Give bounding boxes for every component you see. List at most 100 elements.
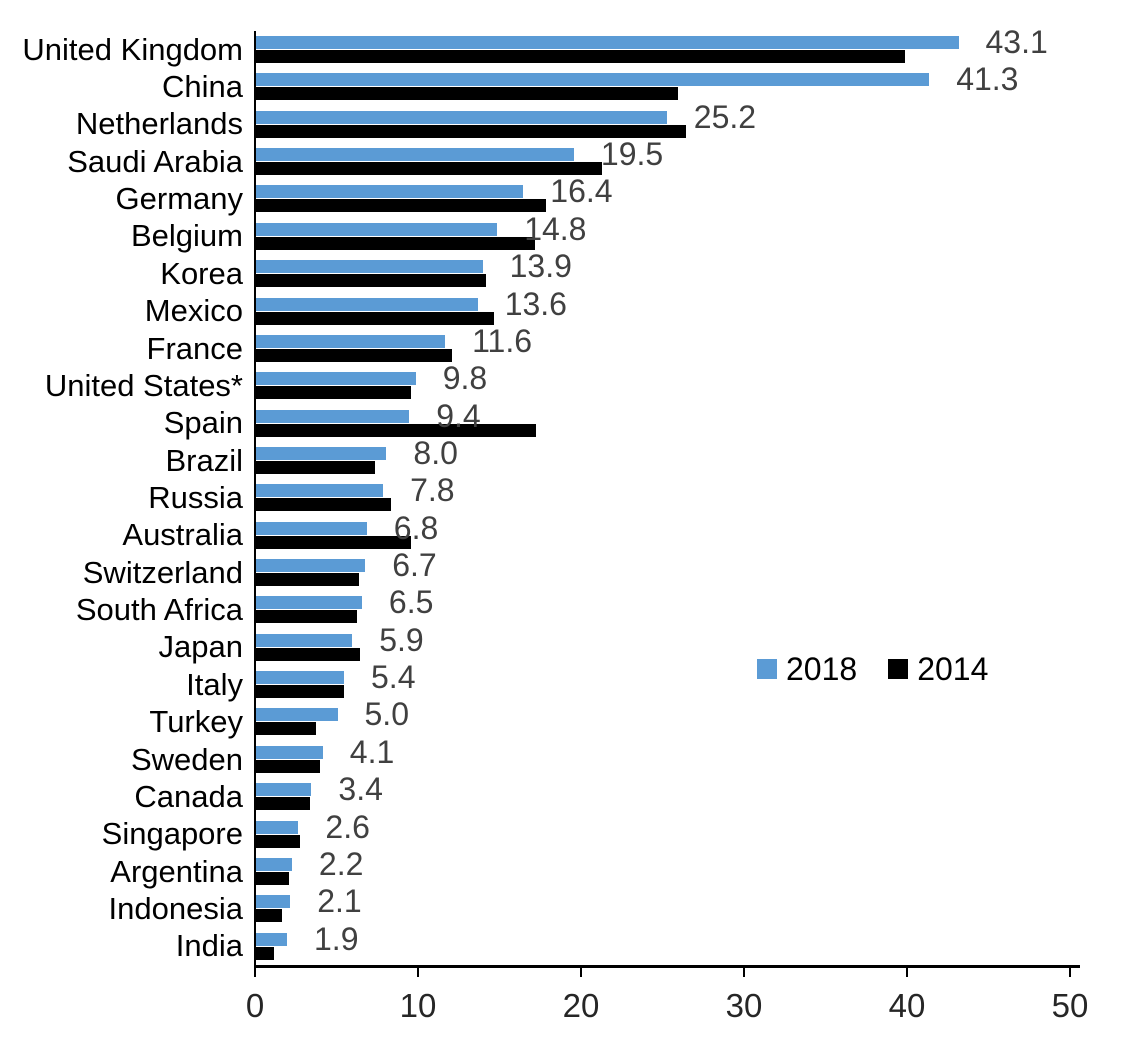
bar-2018 (256, 857, 292, 871)
chart-row: Brazil 8.0 (0, 436, 1123, 479)
x-tick-label: 10 (399, 987, 437, 1024)
category-label: Netherlands (75, 106, 243, 142)
bar-2018 (256, 745, 323, 759)
value-label: 4.1 (349, 733, 395, 770)
category-label: Mexico (144, 293, 243, 329)
legend: 2018 2014 (757, 651, 989, 687)
bar-2018 (256, 222, 498, 236)
plot-area: United Kingdom 43.1 China 41.3 Netherlands 25… (0, 26, 1123, 965)
bar-group: 5.4 (256, 661, 1123, 699)
chart-row: United Kingdom 43.1 (0, 26, 1123, 68)
chart-row: Belgium 14.8 (0, 212, 1123, 255)
legend-item-2018: 2018 (757, 651, 858, 687)
x-tick-label: 30 (725, 987, 763, 1024)
value-label: 5.0 (364, 696, 409, 733)
bar-2014 (256, 87, 679, 101)
bar-group: 9.8 (256, 362, 1123, 400)
bar-group: 6.5 (256, 586, 1123, 624)
value-label: 16.4 (550, 173, 613, 210)
value-label: 11.6 (472, 322, 532, 359)
bar-2018 (256, 820, 299, 834)
value-label: 6.5 (388, 584, 434, 621)
bar-2014 (256, 460, 375, 474)
chart-row: France 11.6 (0, 324, 1123, 367)
bar-group: 5.0 (256, 698, 1123, 736)
x-tick-mark (580, 968, 582, 977)
bar-group: 16.4 (256, 175, 1123, 213)
bar-2014 (256, 274, 486, 288)
chart-row: Indonesia 2.1 (0, 885, 1123, 927)
bar-2014 (256, 610, 358, 624)
bar-2014 (256, 573, 359, 587)
chart-row: Sweden 4.1 (0, 735, 1123, 778)
bar-group: 2.6 (256, 810, 1123, 848)
chart-row: Korea 13.9 (0, 250, 1123, 292)
y-axis-line (254, 31, 256, 965)
category-label: India (175, 928, 243, 964)
value-label: 19.5 (600, 136, 664, 173)
bar-2014 (256, 199, 547, 213)
category-label: Italy (186, 666, 243, 702)
bar-2018 (256, 73, 930, 87)
category-label: Argentina (110, 853, 243, 889)
chart-row: Russia 7.8 (0, 474, 1123, 516)
legend-item-2014: 2014 (888, 651, 989, 687)
category-label: Turkey (149, 704, 243, 740)
bar-2014 (256, 909, 283, 923)
bar-2014 (256, 647, 361, 661)
value-label: 7.8 (410, 472, 455, 509)
category-label: Russia (148, 479, 243, 515)
bar-2014 (256, 871, 289, 885)
chart-row: Argentina 2.2 (0, 847, 1123, 890)
bar-group: 41.3 (256, 63, 1123, 101)
legend-label: 2014 (917, 651, 989, 687)
chart-row: Australia 6.8 (0, 511, 1123, 554)
bar-2018 (256, 633, 353, 647)
x-tick-label: 20 (562, 987, 600, 1024)
bar-2014 (256, 348, 452, 362)
value-label: 5.4 (371, 659, 416, 696)
category-label: South Africa (75, 592, 243, 628)
category-label: United States* (44, 367, 243, 403)
value-label: 9.8 (442, 360, 488, 397)
bar-group: 1.9 (256, 922, 1123, 960)
category-label: Sweden (130, 741, 243, 777)
category-label: Brazil (165, 442, 243, 478)
value-label: 5.9 (379, 621, 424, 658)
legend-swatch-icon (757, 659, 777, 679)
bar-group: 9.4 (256, 399, 1123, 437)
x-tick-mark (254, 968, 256, 977)
bar-group: 2.2 (256, 847, 1123, 885)
bar-2014 (256, 535, 411, 549)
value-label: 6.8 (393, 509, 439, 546)
bar-group: 13.9 (256, 250, 1123, 288)
value-label: 6.7 (392, 547, 437, 584)
bar-2014 (256, 498, 392, 512)
bar-2018 (256, 559, 366, 573)
chart-row: Mexico 13.6 (0, 287, 1123, 330)
value-label: 13.9 (509, 248, 572, 285)
chart-row: Germany 16.4 (0, 175, 1123, 217)
category-label: Saudi Arabia (67, 143, 243, 179)
bar-group: 6.7 (256, 549, 1123, 587)
category-label: Canada (134, 778, 243, 814)
legend-label: 2018 (786, 651, 858, 687)
category-label: Switzerland (82, 554, 243, 590)
bar-2018 (256, 895, 291, 909)
bar-group: 25.2 (256, 100, 1123, 138)
bar-2018 (256, 409, 410, 423)
bar-2018 (256, 110, 667, 124)
value-label: 2.1 (317, 883, 362, 920)
bar-2014 (256, 124, 687, 138)
bar-2018 (256, 783, 312, 797)
bar-group: 2.1 (256, 885, 1123, 923)
category-label: United Kingdom (22, 31, 243, 67)
category-label: China (162, 69, 243, 105)
bar-2014 (256, 236, 535, 250)
x-tick-mark (906, 968, 908, 977)
chart-row: Spain 9.4 (0, 399, 1123, 442)
value-label: 2.6 (325, 808, 370, 845)
bar-2018 (256, 297, 478, 311)
category-label: Belgium (131, 218, 243, 254)
